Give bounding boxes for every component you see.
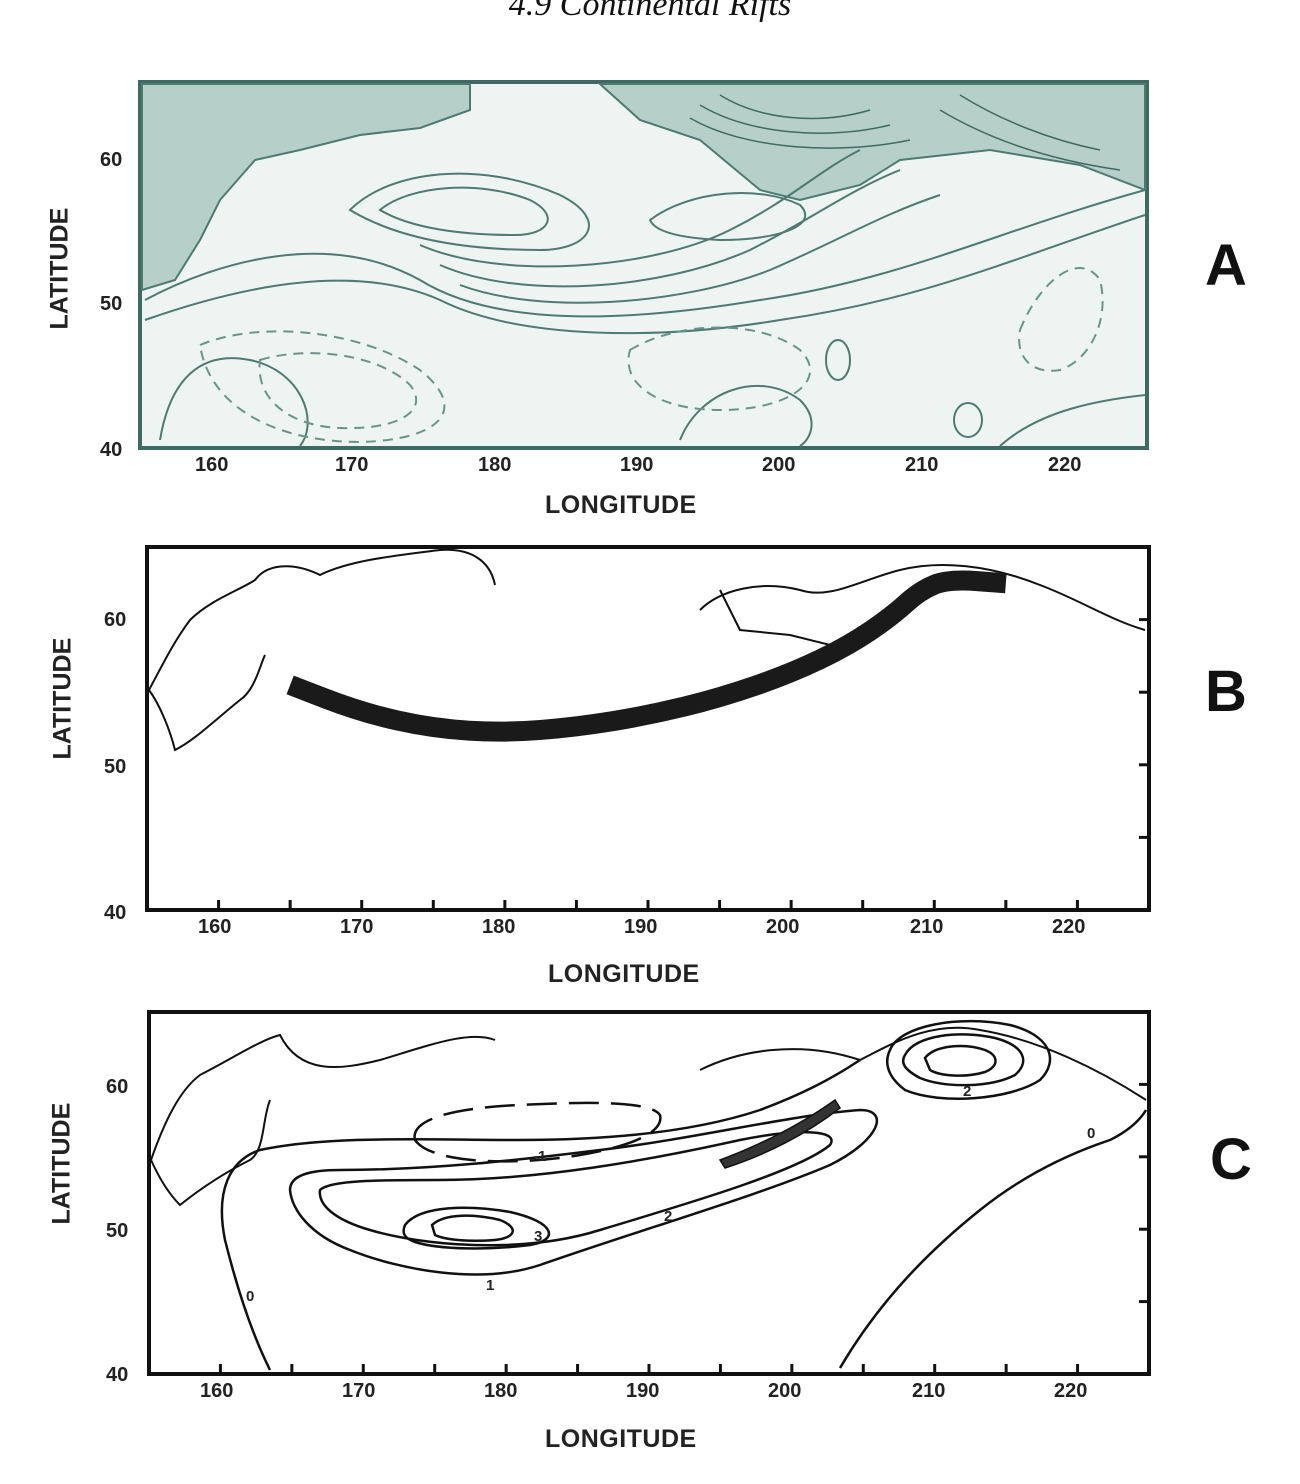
contour-label: 1: [486, 1277, 495, 1294]
y-tick: 50: [106, 1220, 129, 1242]
x-tick: 160: [200, 1380, 234, 1402]
y-tick: 60: [100, 149, 123, 171]
x-tick: 220: [1052, 916, 1086, 938]
arc-series-line: [286, 570, 1007, 742]
y-tick: 50: [104, 756, 127, 778]
contour-label: 3: [534, 1228, 543, 1245]
panel-a-plot: [138, 80, 1149, 450]
contour-label: 2: [664, 1208, 673, 1225]
y-tick: 50: [100, 293, 123, 315]
panel-letter: B: [1205, 659, 1247, 724]
contour-label: 2: [963, 1083, 972, 1100]
plot-frame: [145, 545, 1151, 912]
x-tick: 170: [340, 916, 374, 938]
y-axis-label: LATITUDE: [47, 1102, 76, 1225]
x-tick: 210: [912, 1380, 946, 1402]
contour-label: 0: [1087, 1125, 1096, 1142]
dashed-contour: [413, 1101, 662, 1163]
panel-b-plot: [145, 545, 1151, 912]
tick-marks: [147, 1010, 1151, 1376]
hatched-ridge: [718, 1098, 841, 1169]
x-tick: 200: [766, 916, 800, 938]
coastlines: [150, 1026, 1147, 1207]
x-axis-label: LONGITUDE: [548, 960, 700, 988]
plot-frame: [147, 1010, 1151, 1376]
running-title: 4.9 Continental Rifts: [508, 0, 792, 23]
x-axis-label: LONGITUDE: [545, 491, 697, 519]
x-tick: 160: [198, 916, 232, 938]
x-tick: 160: [195, 454, 229, 476]
x-tick: 210: [910, 916, 944, 938]
y-tick: 40: [104, 902, 127, 924]
x-tick: 170: [335, 454, 369, 476]
panel-letter: C: [1210, 1127, 1252, 1192]
contour-label: -1: [533, 1148, 547, 1165]
contour-lines: [144, 149, 1146, 447]
x-tick: 200: [762, 454, 796, 476]
x-tick: 180: [484, 1380, 518, 1402]
x-tick: 190: [624, 916, 658, 938]
panel-b: LATITUDE 60 50 40 160 170 180 190 200 21…: [0, 0, 1300, 988]
x-tick: 190: [626, 1380, 660, 1402]
x-tick: 190: [620, 454, 654, 476]
panel-letter: A: [1205, 233, 1247, 298]
y-tick: 60: [104, 609, 127, 631]
tick-marks: [145, 545, 1151, 912]
x-tick: 210: [905, 454, 939, 476]
y-tick: 40: [100, 439, 123, 461]
y-tick: 60: [106, 1076, 129, 1098]
x-tick: 220: [1048, 454, 1082, 476]
x-tick: 170: [342, 1380, 376, 1402]
panel-c: LATITUDE 60 50 40 160 170 180 190 200 21…: [0, 0, 1300, 1453]
panel-a: LATITUDE 60 50 40 160 170 180 190 200 21…: [0, 0, 1300, 519]
land-shading-east: [597, 83, 1146, 202]
contour-label: 0: [246, 1288, 255, 1305]
x-tick: 180: [482, 916, 516, 938]
x-tick: 220: [1054, 1380, 1088, 1402]
negative-contours: [198, 267, 1104, 444]
x-axis-label: LONGITUDE: [545, 1425, 697, 1453]
land-shading: [141, 83, 471, 292]
x-tick: 180: [478, 454, 512, 476]
y-tick: 40: [106, 1364, 129, 1386]
dense-contours: [689, 94, 1121, 171]
x-tick: 200: [768, 1380, 802, 1402]
